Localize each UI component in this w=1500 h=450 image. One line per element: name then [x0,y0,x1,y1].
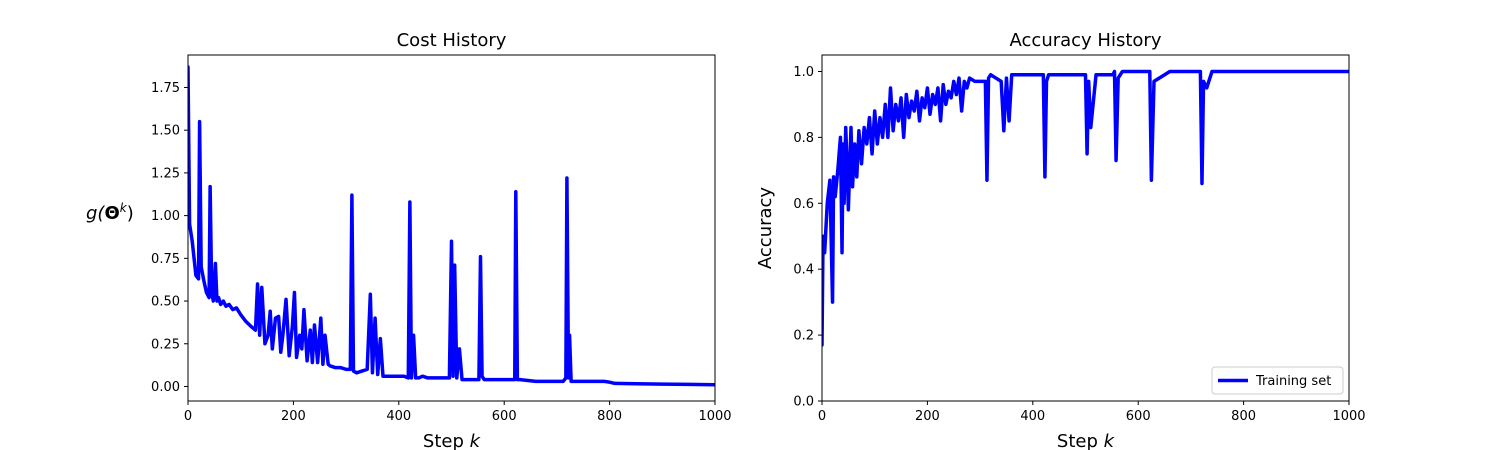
cost-x-tick-label: 1000 [698,409,731,424]
accuracy-x-tick-label: 200 [915,409,940,424]
cost-y-label-close: ) [127,203,134,224]
accuracy-y-tick-label: 0.8 [793,131,814,146]
accuracy-x-tick-label: 800 [1231,409,1256,424]
cost-x-label-text: Step [423,431,470,450]
legend-box [1211,366,1344,395]
cost-plot-area [187,54,716,402]
cost-x-tick-label: 200 [281,409,306,424]
cost-y-tick-label: 0.50 [151,295,180,310]
accuracy-x-tick-label: 1000 [1332,409,1365,424]
cost-chart-title: Cost History [397,30,507,51]
accuracy-y-tick-label: 1.0 [793,65,814,80]
cost-y-tick-label: 1.75 [151,81,180,96]
cost-axes-frame [187,54,716,402]
accuracy-y-tick-label: 0.2 [793,329,814,344]
accuracy-y-tick-label: 0.6 [793,197,814,212]
accuracy-x-tick-label: 600 [1126,409,1151,424]
accuracy-history-chart: Accuracy History 0 200 400 600 800 1000 0.00.… [755,30,1366,450]
accuracy-y-tick-label: 0.0 [793,395,814,410]
accuracy-y-axis-label: Accuracy [755,187,776,270]
cost-y-label-func: g( [86,203,105,224]
cost-y-label-theta: Θ [104,203,119,224]
accuracy-chart-title: Accuracy History [1010,30,1162,51]
legend: Training set [1211,366,1344,395]
cost-x-label-var: k [470,431,482,450]
accuracy-plot-area [821,54,1350,402]
legend-label: Training set [1255,374,1331,389]
cost-x-axis-label: Step k [423,431,482,450]
accuracy-axes-frame [821,54,1350,402]
accuracy-y-tick-label: 0.4 [793,263,814,278]
accuracy-x-label-var: k [1104,431,1116,450]
cost-y-tick-label: 1.50 [151,124,180,139]
cost-y-label-superscript: k [120,201,128,215]
accuracy-x-tick-label: 400 [1020,409,1045,424]
cost-y-axis-label: g(Θk) [86,201,134,224]
accuracy-y-ticks: 0.0 0.2 0.4 0.6 0.8 1.0 [793,65,822,410]
accuracy-x-ticks: 0 200 400 600 800 1000 [818,401,1366,424]
cost-y-ticks: 0.00 0.25 0.50 0.75 1.00 1.25 1.50 1.75 [151,81,188,395]
cost-y-tick-label: 1.00 [151,209,180,224]
cost-y-tick-label: 0.00 [151,380,180,395]
cost-x-ticks: 0 200 400 600 800 1000 [184,401,732,424]
accuracy-x-tick-label: 0 [818,409,826,424]
accuracy-series-layer [822,69,1349,347]
cost-x-tick-label: 0 [184,409,192,424]
cost-series-line [188,65,715,387]
accuracy-x-axis-label: Step k [1057,431,1116,450]
cost-series-layer [188,65,715,387]
accuracy-series-line [822,69,1349,347]
cost-history-chart: Cost History 0 200 400 600 800 1000 0.000.250… [86,30,732,450]
cost-x-tick-label: 400 [386,409,411,424]
cost-x-tick-label: 600 [492,409,517,424]
cost-y-tick-label: 0.25 [151,337,180,352]
cost-y-tick-label: 0.75 [151,252,180,267]
cost-x-tick-label: 800 [597,409,622,424]
cost-y-tick-label: 1.25 [151,166,180,181]
accuracy-x-label-text: Step [1057,431,1104,450]
